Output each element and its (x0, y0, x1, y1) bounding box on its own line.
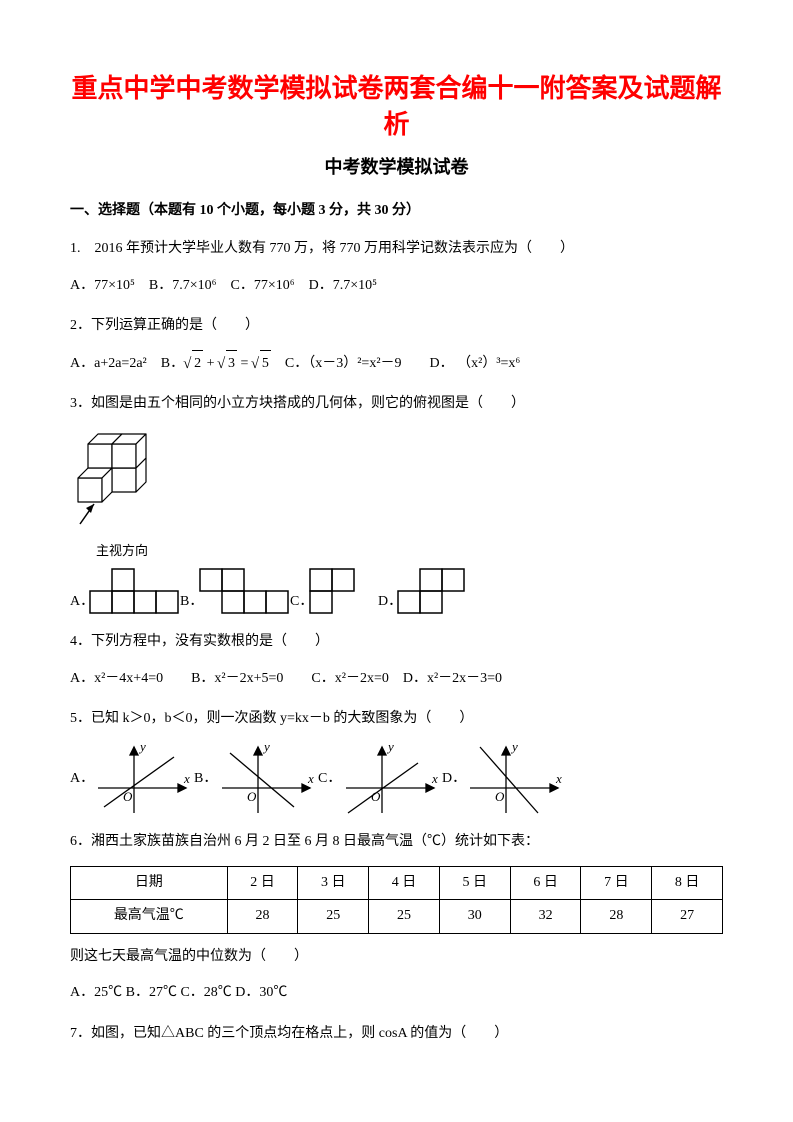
q5-opt-b-label: B． (194, 766, 212, 793)
tetromino-c-icon (308, 567, 378, 615)
cubes-icon (76, 428, 196, 528)
q3-solid-figure: 主视方向 (76, 428, 723, 563)
svg-text:y: y (386, 743, 394, 754)
q6-table: 日期 2 日 3 日 4 日 5 日 6 日 7 日 8 日 最高气温℃ 28 … (70, 866, 723, 934)
sqrt-3: 3 (226, 350, 237, 378)
question-6: 6．湘西土家族苗族自治州 6 月 2 日至 6 月 8 日最高气温（℃）统计如下… (70, 829, 723, 1007)
q3-opt-c-label: C． (290, 589, 308, 616)
tetromino-d-icon (396, 567, 488, 615)
q3-options-row: A． B． C． D． (70, 567, 723, 615)
section-1-header: 一、选择题（本题有 10 个小题，每小题 3 分，共 30 分） (70, 200, 723, 222)
tetromino-a-icon (88, 567, 180, 615)
q2-text: 2．下列运算正确的是（ ） (70, 313, 723, 340)
svg-text:y: y (510, 743, 518, 754)
table-cell: 3 日 (298, 866, 369, 900)
svg-text:x: x (307, 771, 314, 786)
q1-text: 1. 2016 年预计大学毕业人数有 770 万，将 770 万用科学记数法表示… (70, 236, 723, 263)
sqrt-2: 2 (192, 350, 203, 378)
q5-opt-a-label: A． (70, 766, 88, 793)
table-cell: 8 日 (652, 866, 723, 900)
q2-plus: + (203, 356, 218, 371)
q2-opt-a-pre: A．a+2a=2a² B． (70, 356, 184, 371)
svg-text:x: x (183, 771, 190, 786)
q3-text: 3．如图是由五个相同的小立方块搭成的几何体，则它的俯视图是（ ） (70, 391, 723, 418)
table-cell: 4 日 (369, 866, 440, 900)
sub-title: 中考数学模拟试卷 (70, 153, 723, 182)
table-cell: 日期 (71, 866, 228, 900)
table-row: 最高气温℃ 28 25 25 30 32 28 27 (71, 900, 723, 934)
svg-text:O: O (371, 789, 381, 804)
question-3: 3．如图是由五个相同的小立方块搭成的几何体，则它的俯视图是（ ） (70, 391, 723, 615)
main-view-label: 主视方向 (96, 539, 723, 564)
tetromino-b-icon (198, 567, 290, 615)
axes-d-icon: y x O (462, 743, 566, 815)
q1-options: A．77×10⁵ B．7.7×10⁶ C．77×10⁶ D．7.7×10⁵ (70, 273, 723, 300)
question-4: 4．下列方程中，没有实数根的是（ ） A．x²－4x+4=0 B．x²－2x+5… (70, 629, 723, 692)
table-cell: 28 (581, 900, 652, 934)
table-row: 日期 2 日 3 日 4 日 5 日 6 日 7 日 8 日 (71, 866, 723, 900)
svg-text:O: O (123, 789, 133, 804)
question-2: 2．下列运算正确的是（ ） A．a+2a=2a² B． 2 + 3 = 5 C．（… (70, 313, 723, 377)
svg-text:x: x (555, 771, 562, 786)
axes-a-icon: y x O (90, 743, 194, 815)
q2-options: A．a+2a=2a² B． 2 + 3 = 5 C．（x－3）²=x²－9 D． … (70, 350, 723, 378)
table-cell: 30 (439, 900, 510, 934)
q6-options: A．25℃ B．27℃ C．28℃ D．30℃ (70, 980, 723, 1007)
question-1: 1. 2016 年预计大学毕业人数有 770 万，将 770 万用科学记数法表示… (70, 236, 723, 299)
q3-opt-a-label: A． (70, 589, 88, 616)
svg-text:y: y (138, 743, 146, 754)
svg-text:y: y (262, 743, 270, 754)
q4-options: A．x²－4x+4=0 B．x²－2x+5=0 C．x²－2x=0 D．x²－2… (70, 666, 723, 693)
table-cell: 28 (227, 900, 298, 934)
svg-text:O: O (495, 789, 505, 804)
q4-text: 4．下列方程中，没有实数根的是（ ） (70, 629, 723, 656)
table-cell: 2 日 (227, 866, 298, 900)
table-cell: 7 日 (581, 866, 652, 900)
table-cell: 27 (652, 900, 723, 934)
table-cell: 最高气温℃ (71, 900, 228, 934)
q3-opt-b-label: B． (180, 589, 198, 616)
q5-opt-d-label: D． (442, 766, 460, 793)
question-7: 7．如图，已知△ABC 的三个顶点均在格点上，则 cosA 的值为（ ） (70, 1021, 723, 1048)
axes-b-icon: y x O (214, 743, 318, 815)
table-cell: 6 日 (510, 866, 581, 900)
question-5: 5．已知 k＞0，b＜0，则一次函数 y=kx－b 的大致图象为（ ） A． y… (70, 706, 723, 815)
table-cell: 25 (369, 900, 440, 934)
svg-text:O: O (247, 789, 257, 804)
q7-text: 7．如图，已知△ABC 的三个顶点均在格点上，则 cosA 的值为（ ） (70, 1021, 723, 1048)
q2-opt-cd: C．（x－3）²=x²－9 D． （x²）³=x⁶ (271, 356, 520, 371)
axes-c-icon: y x O (338, 743, 442, 815)
table-cell: 32 (510, 900, 581, 934)
table-cell: 25 (298, 900, 369, 934)
svg-text:x: x (431, 771, 438, 786)
q3-opt-d-label: D． (378, 589, 396, 616)
q5-options-row: A． y x O B． y x O C． (70, 743, 723, 815)
q6-text: 6．湘西土家族苗族自治州 6 月 2 日至 6 月 8 日最高气温（℃）统计如下… (70, 829, 723, 856)
q2-eq: = (237, 356, 252, 371)
q6-followup: 则这七天最高气温的中位数为（ ） (70, 944, 723, 971)
q5-opt-c-label: C． (318, 766, 336, 793)
q5-text: 5．已知 k＞0，b＜0，则一次函数 y=kx－b 的大致图象为（ ） (70, 706, 723, 733)
main-title: 重点中学中考数学模拟试卷两套合编十一附答案及试题解析 (70, 70, 723, 143)
sqrt-5: 5 (260, 350, 271, 378)
table-cell: 5 日 (439, 866, 510, 900)
